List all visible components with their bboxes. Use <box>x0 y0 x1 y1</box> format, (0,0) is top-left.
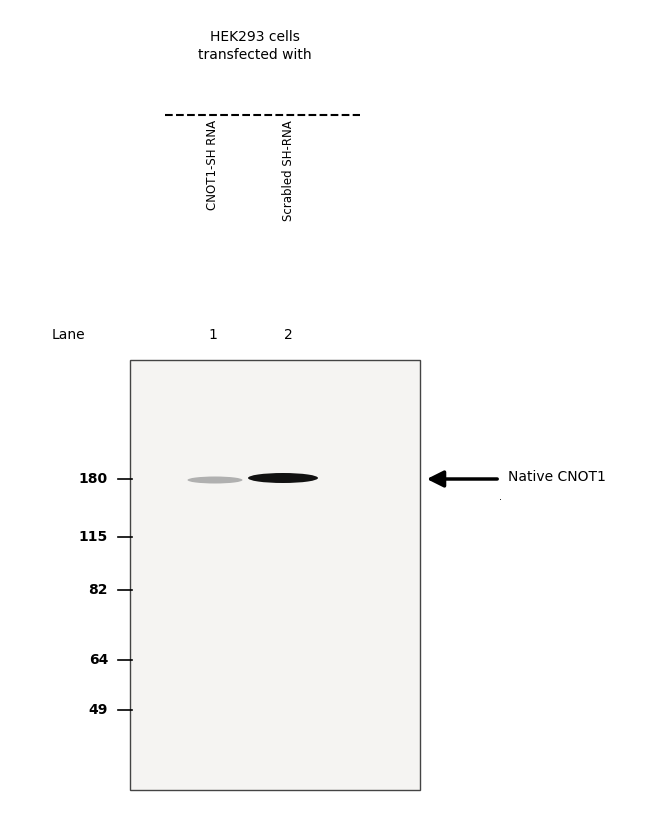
Ellipse shape <box>248 473 318 483</box>
Text: Lane: Lane <box>51 328 84 342</box>
FancyBboxPatch shape <box>130 360 420 790</box>
Text: 49: 49 <box>88 703 108 717</box>
Text: 180: 180 <box>79 472 108 486</box>
Text: 115: 115 <box>79 530 108 544</box>
Text: 82: 82 <box>88 583 108 597</box>
Text: 2: 2 <box>283 328 292 342</box>
Text: Scrabled SH-RNA: Scrabled SH-RNA <box>281 120 294 221</box>
Text: HEK293 cells
transfected with: HEK293 cells transfected with <box>198 30 312 62</box>
Text: 1: 1 <box>209 328 218 342</box>
Text: 64: 64 <box>88 653 108 667</box>
Text: .: . <box>499 492 502 502</box>
Text: CNOT1-SH RNA: CNOT1-SH RNA <box>207 120 220 210</box>
Ellipse shape <box>187 476 242 484</box>
Text: Native CNOT1: Native CNOT1 <box>508 470 606 484</box>
